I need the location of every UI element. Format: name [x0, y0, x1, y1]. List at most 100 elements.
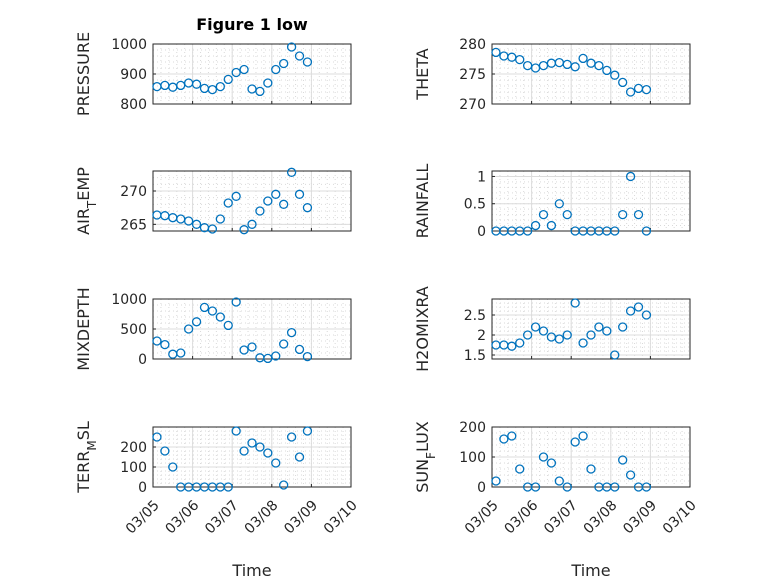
data-point — [610, 70, 620, 80]
data-point — [160, 339, 170, 350]
x-axis-label: Time — [570, 561, 610, 580]
data-point — [302, 426, 313, 436]
data-point — [160, 446, 170, 456]
data-point — [279, 58, 289, 69]
data-point — [562, 482, 572, 492]
subplot-theta: 270 275 280 THETA — [413, 37, 691, 113]
data-point — [294, 51, 305, 61]
data-point — [199, 302, 210, 313]
data-point — [279, 480, 289, 490]
y-tick-label: 0 — [138, 352, 147, 368]
data-point — [570, 62, 580, 72]
data-point — [231, 426, 241, 436]
subplot-air-temp: 265 270 AIRTEMP — [74, 167, 352, 235]
data-point — [562, 330, 572, 340]
axes-frame — [152, 170, 352, 232]
data-point — [191, 79, 202, 89]
y-tick-label: 100 — [459, 450, 486, 466]
data-point — [562, 209, 572, 220]
data-point — [618, 322, 628, 332]
data-point — [247, 438, 257, 448]
data-point — [538, 326, 549, 336]
data-point — [538, 452, 549, 462]
data-point — [610, 350, 620, 360]
data-point — [594, 60, 604, 71]
data-point — [554, 334, 564, 344]
data-point — [207, 224, 218, 234]
data-point — [263, 448, 273, 458]
data-point — [610, 226, 620, 236]
data-point — [247, 219, 257, 229]
data-point — [255, 206, 265, 216]
data-point — [286, 432, 297, 442]
data-point — [223, 320, 233, 331]
data-point — [152, 336, 162, 346]
subplot-mixdepth: 0 500 1000 MIXDEPTH — [74, 287, 352, 371]
data-point — [239, 345, 249, 355]
data-point — [586, 464, 596, 474]
data-point — [279, 339, 289, 349]
data-point — [610, 482, 620, 492]
data-point — [207, 84, 218, 95]
data-point — [239, 64, 249, 75]
data-point — [239, 446, 249, 456]
data-point — [263, 78, 273, 88]
data-point — [286, 42, 297, 52]
data-point — [618, 455, 628, 465]
data-point — [522, 330, 533, 340]
y-axis-label: THETA — [413, 48, 432, 100]
x-tick-label: 03/05 — [462, 497, 502, 537]
y-tick-label: 280 — [459, 37, 486, 53]
y-tick-label: 200 — [459, 420, 486, 436]
data-point — [515, 338, 525, 348]
data-point — [578, 431, 588, 441]
data-point — [491, 47, 501, 58]
data-point — [570, 298, 580, 308]
x-tick-label: 03/09 — [281, 497, 321, 537]
y-tick-label: 0 — [477, 480, 486, 496]
data-point — [530, 482, 541, 492]
data-point — [507, 431, 517, 441]
data-point — [294, 344, 305, 355]
y-tick-label: 270 — [459, 97, 486, 113]
x-tick-label: 03/07 — [541, 497, 581, 537]
y-tick-label: 1000 — [111, 292, 147, 308]
x-tick-label: 03/06 — [502, 497, 542, 537]
data-point — [176, 348, 186, 358]
data-point — [279, 199, 289, 209]
y-tick-label: 0.5 — [464, 197, 486, 213]
data-point — [491, 476, 501, 486]
data-point — [625, 470, 636, 480]
data-point — [633, 209, 644, 220]
data-point — [286, 327, 297, 338]
data-point — [602, 65, 612, 76]
data-point — [183, 324, 194, 334]
data-point — [633, 302, 644, 312]
data-point — [507, 341, 517, 351]
data-point — [530, 322, 541, 332]
data-point — [294, 189, 305, 199]
axes-background — [491, 170, 691, 232]
data-point — [183, 216, 194, 226]
x-tick-label: 03/09 — [620, 497, 660, 537]
data-point — [215, 214, 225, 224]
x-tick-label: 03/08 — [581, 497, 621, 537]
data-point — [618, 209, 628, 220]
figure-title: Figure 1 low — [196, 15, 308, 34]
data-point — [191, 317, 202, 327]
data-point — [618, 77, 628, 88]
data-point — [641, 84, 652, 95]
data-point — [522, 226, 533, 236]
x-tick-label: 03/06 — [163, 497, 203, 537]
y-tick-label: 275 — [459, 67, 486, 83]
data-point — [530, 220, 541, 231]
data-point — [594, 322, 604, 332]
data-point — [152, 432, 162, 442]
y-tick-label: 2 — [477, 328, 486, 344]
data-point — [625, 87, 636, 97]
data-point — [294, 452, 305, 462]
x-axis-label: Time — [231, 561, 271, 580]
x-tick-label: 03/08 — [242, 497, 282, 537]
y-tick-label: 1.5 — [464, 348, 486, 364]
